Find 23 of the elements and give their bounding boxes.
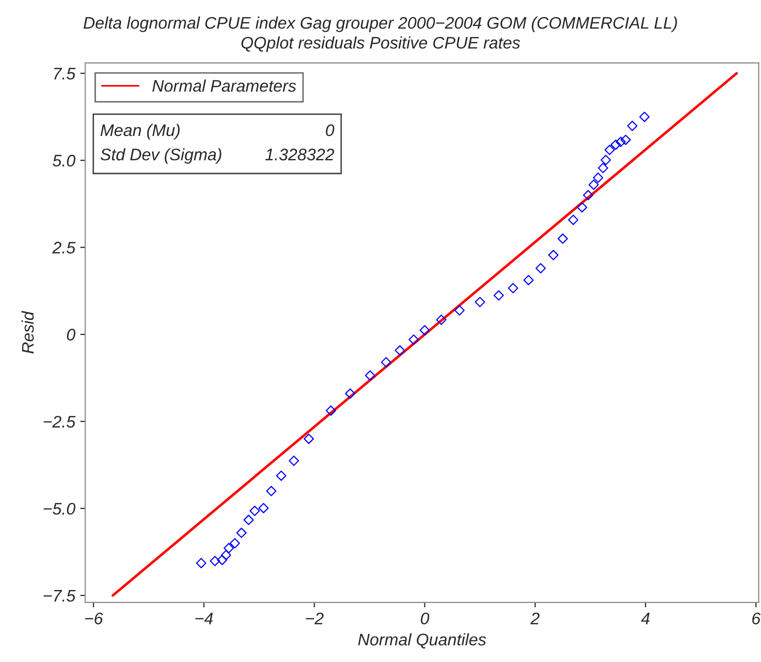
- y-tick-label: 2.5: [52, 242, 76, 254]
- y-tick-label: 7.5: [54, 68, 76, 80]
- x-tick-label: 4: [641, 612, 650, 624]
- annotation: Std Dev (Sigma): [100, 148, 222, 164]
- x-tick-label: 6: [752, 612, 761, 624]
- chart-title: Delta lognormal CPUE index Gag grouper 2000−2004 GOM (COMMERCIAL LL): [84, 16, 677, 32]
- legend-label: Normal Parameters: [152, 80, 296, 92]
- x-tick-label: −6: [85, 612, 104, 624]
- x-axis-title: Normal Quantiles: [358, 633, 486, 648]
- y-tick-label: 0: [66, 328, 76, 341]
- chart-subtitle: QQplot residuals Positive CPUE rates: [241, 36, 520, 52]
- y-tick-label: −2.5: [44, 416, 76, 428]
- x-tick-label: −4: [195, 612, 213, 624]
- x-tick-label: 2: [530, 612, 540, 624]
- x-tick-label: 0: [420, 612, 430, 624]
- y-tick-label: −7.5: [44, 590, 76, 602]
- y-tick-label: −5.0: [44, 502, 76, 515]
- y-tick-label: 5.0: [52, 154, 76, 167]
- y-axis-title: Resid: [22, 310, 34, 354]
- annotation: Mean (Mu): [100, 124, 180, 140]
- annotation: 1.328322: [265, 148, 334, 160]
- annotation: 0: [326, 124, 334, 136]
- x-tick-label: −2: [306, 612, 324, 624]
